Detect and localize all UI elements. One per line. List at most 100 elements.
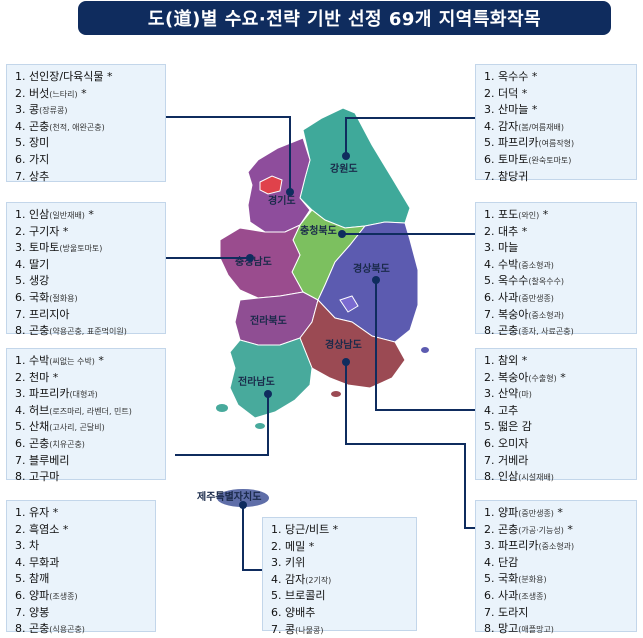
crop-item: 2. 천마 * (15, 370, 165, 387)
crop-number: 8. (15, 622, 26, 636)
crop-number: 6. (484, 588, 495, 602)
crop-name: 포도 (498, 208, 519, 221)
crop-number: 6. (15, 152, 26, 166)
crop-number: 5. (484, 420, 495, 434)
crop-name: 당근/비트 (285, 523, 330, 536)
label-jeonbuk: 전라북도 (250, 314, 287, 327)
crop-name: 오미자 (498, 436, 529, 450)
crop-number: 7. (15, 605, 26, 619)
crop-number: 3. (15, 241, 26, 255)
crop-number: 1. (484, 506, 495, 519)
crop-star: * (77, 86, 87, 100)
crop-number: 2. (484, 522, 495, 536)
crop-number: 2. (484, 224, 495, 238)
crop-item: 3. 파프리카(대형과) (15, 386, 165, 403)
dot-gyeongnam (342, 358, 350, 366)
connector-lines (165, 116, 475, 571)
crop-detail: (조생종) (518, 591, 547, 601)
crop-item: 5. 옥수수(찰옥수수) (484, 273, 636, 290)
crop-detail: (씨없는 수박) (49, 357, 95, 366)
crop-number: 1. (15, 70, 26, 83)
crop-item: 1. 인삼(일반재배) * (15, 207, 165, 224)
crop-number: 5. (484, 572, 495, 586)
seoul-marker (259, 175, 283, 195)
crop-detail: (애플망고) (518, 625, 554, 635)
crop-number: 8. (484, 622, 495, 636)
crop-star: * (518, 86, 528, 100)
crop-number: 7. (484, 307, 495, 321)
crop-number: 1. (484, 354, 495, 367)
crop-name: 곤충 (29, 622, 50, 636)
crop-item: 3. 파프리카(중소형과) (484, 538, 636, 555)
crop-star: * (539, 208, 549, 221)
crop-item: 3. 차 (15, 538, 155, 555)
crop-star: * (103, 70, 113, 83)
crop-number: 2. (15, 224, 26, 238)
crop-item: 5. 브로콜리 (271, 588, 416, 605)
crop-item: 4. 무화과 (15, 555, 155, 572)
island-jeonnam-1 (216, 404, 228, 412)
crop-number: 7. (484, 453, 495, 467)
crop-name: 인삼 (29, 208, 50, 221)
crop-item: 2. 곤충(가공·기능성) * (484, 522, 636, 539)
crop-item: 1. 포도(와인) * (484, 207, 636, 224)
crop-name: 단감 (498, 555, 519, 569)
crop-name: 참깨 (29, 572, 50, 586)
crop-number: 5. (15, 136, 26, 150)
crop-name: 곤충 (29, 436, 50, 450)
connector-gyeongbuk (375, 280, 475, 411)
island-gyeongnam-1 (331, 391, 341, 397)
crop-number: 2. (15, 370, 26, 384)
crop-star: * (556, 370, 566, 384)
crop-name: 양파 (29, 588, 50, 602)
crop-number: 3. (484, 539, 495, 553)
crop-number: 5. (271, 589, 282, 603)
crop-name: 유자 (29, 506, 50, 519)
crop-detail: (식용곤충) (49, 625, 85, 635)
crop-item: 3. 마늘 (484, 240, 636, 257)
crop-item: 2. 더덕 * (484, 86, 636, 103)
label-jeju: 제주특별자치도 (197, 490, 261, 503)
connector-dots (239, 152, 380, 509)
crop-star: * (59, 522, 69, 536)
crop-number: 3. (484, 241, 495, 255)
crop-star: * (49, 506, 59, 519)
crop-name: 참외 (498, 354, 519, 367)
dot-gyeongbuk (372, 276, 380, 284)
crop-detail: (마) (518, 390, 532, 400)
crop-name: 버섯 (29, 86, 50, 100)
crop-item: 6. 가지 (15, 152, 165, 169)
label-jeonnam: 전라남도 (238, 375, 275, 388)
crop-detail: (가공·기능성) (518, 525, 564, 535)
crop-name: 콩 (285, 622, 296, 636)
crop-name: 딸기 (29, 257, 50, 271)
crop-name: 감자 (498, 119, 519, 133)
crop-item: 4. 곤충(천적, 애완곤충) (15, 119, 165, 136)
crop-name: 양봉 (29, 605, 50, 619)
crop-item: 8. 인삼(시설재배) (484, 469, 636, 486)
crop-name: 토마토 (498, 152, 529, 166)
crop-name: 옥수수 (498, 274, 529, 288)
crop-detail: (봄/여름재배) (518, 122, 564, 132)
crop-name: 참당귀 (498, 169, 529, 183)
crop-detail: (로즈마리, 라벤더, 민트) (49, 406, 132, 416)
crop-number: 2. (484, 370, 495, 384)
crop-detail: (여름작형) (538, 139, 575, 149)
crop-name: 마늘 (498, 241, 519, 255)
crop-number: 6. (15, 588, 26, 602)
crop-item: 5. 장미 (15, 135, 165, 152)
crop-item: 2. 흑염소 * (15, 522, 155, 539)
crop-number: 7. (271, 622, 282, 636)
dot-jeju (239, 501, 247, 509)
crop-item: 7. 양봉 (15, 605, 155, 622)
crop-number: 8. (15, 324, 26, 338)
crop-star: * (553, 506, 563, 519)
crop-name: 상추 (29, 169, 50, 183)
connector-gyeonggi (165, 116, 291, 192)
crop-item: 6. 양배추 (271, 605, 416, 622)
crop-star: * (305, 539, 315, 553)
crop-item: 3. 토마토(방울토마토) (15, 240, 165, 257)
crop-detail: (방울토마토) (59, 244, 103, 254)
crop-number: 3. (484, 387, 495, 401)
crop-item: 7. 거베라 (484, 453, 636, 470)
